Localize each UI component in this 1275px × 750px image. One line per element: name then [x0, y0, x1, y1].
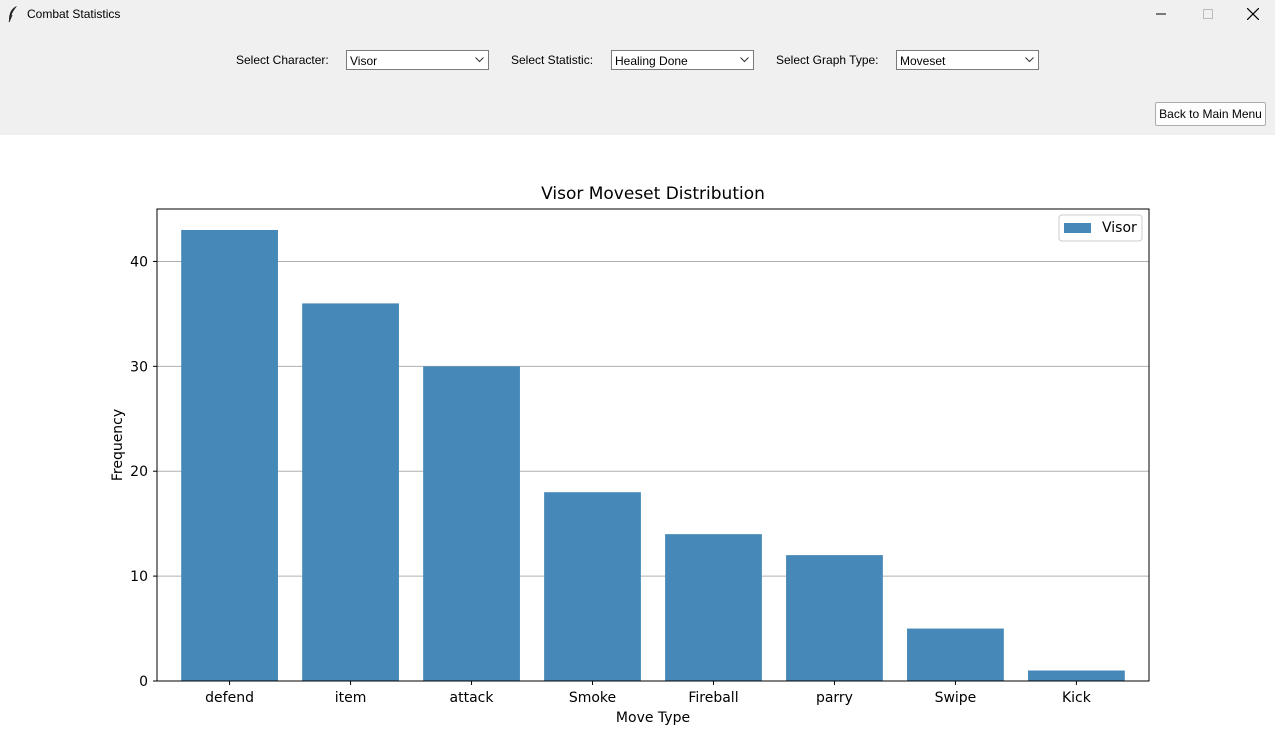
close-icon	[1247, 8, 1259, 20]
y-tick-label: 30	[130, 359, 148, 375]
y-tick-label: 10	[130, 569, 148, 585]
x-tick-label: Swipe	[935, 690, 977, 706]
x-tick-label: Smoke	[569, 690, 616, 706]
bar	[665, 534, 762, 681]
graph-type-label: Select Graph Type:	[776, 53, 879, 67]
controls-panel: Select Character: Visor Select Statistic…	[0, 28, 1275, 135]
y-tick-label: 40	[130, 254, 148, 270]
x-tick-label: attack	[450, 690, 495, 706]
x-tick-label: item	[335, 690, 367, 706]
x-tick-label: Kick	[1062, 690, 1092, 706]
chart-panel: 0 10 20 30 40 defend item attack Smoke Fireball pa…	[0, 135, 1275, 747]
chevron-down-icon	[1025, 57, 1034, 63]
close-button[interactable]	[1230, 0, 1275, 28]
y-axis-label: Frequency	[110, 409, 126, 481]
legend-label: Visor	[1102, 220, 1137, 236]
bar	[302, 303, 399, 681]
moveset-bar-chart: 0 10 20 30 40 defend item attack Smoke Fireball pa…	[0, 135, 1275, 750]
maximize-button[interactable]	[1185, 0, 1231, 28]
bar	[181, 229, 278, 681]
legend-swatch	[1064, 223, 1091, 233]
x-tick-label: defend	[205, 690, 254, 706]
chevron-down-icon	[740, 57, 749, 63]
bar	[786, 555, 883, 681]
statistic-select[interactable]: Healing Done	[611, 50, 754, 70]
plot-frame	[156, 208, 1150, 682]
bar	[544, 492, 641, 681]
graph-type-select-value: Moveset	[900, 54, 946, 68]
x-tick-label: parry	[816, 690, 853, 706]
title-bar: Combat Statistics	[0, 0, 1275, 28]
legend-box	[1058, 214, 1143, 242]
feather-icon	[8, 6, 17, 23]
character-label: Select Character:	[236, 53, 329, 67]
y-tick-label: 0	[139, 674, 148, 690]
chevron-down-icon	[475, 57, 484, 63]
character-select[interactable]: Visor	[346, 50, 489, 70]
bar	[907, 628, 1004, 681]
x-axis-label: Move Type	[616, 710, 690, 726]
maximize-icon	[1203, 9, 1213, 19]
character-select-value: Visor	[350, 54, 378, 68]
minimize-button[interactable]	[1138, 0, 1184, 28]
window-title: Combat Statistics	[27, 7, 121, 21]
back-to-main-menu-button[interactable]: Back to Main Menu	[1155, 102, 1266, 126]
graph-type-select[interactable]: Moveset	[896, 50, 1039, 70]
legend: Visor	[1058, 214, 1143, 242]
chart-title: Visor Moveset Distribution	[541, 184, 765, 204]
bar	[423, 366, 520, 681]
statistic-label: Select Statistic:	[511, 53, 594, 67]
chart-svg: 0 10 20 30 40 defend item attack Smoke Fireball pa…	[110, 184, 1150, 726]
minimize-icon	[1156, 13, 1166, 15]
bar	[1028, 670, 1125, 681]
statistic-select-value: Healing Done	[615, 54, 688, 68]
y-tick-label: 20	[130, 464, 148, 480]
x-tick-label: Fireball	[688, 690, 738, 706]
